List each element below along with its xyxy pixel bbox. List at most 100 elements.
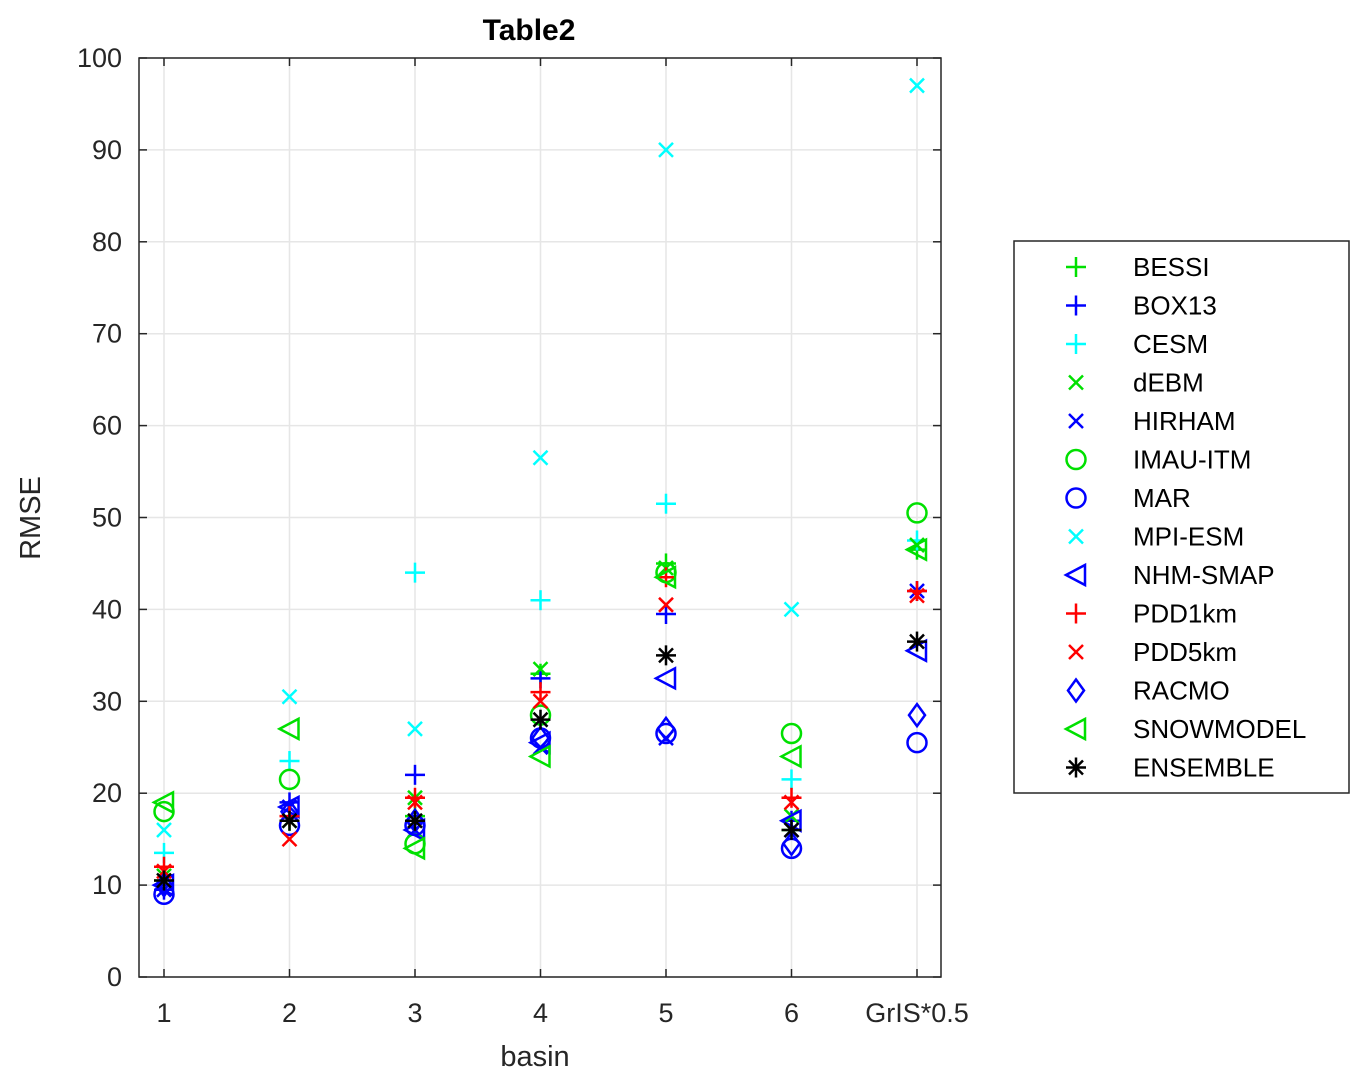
legend-label: IMAU-ITM	[1133, 445, 1251, 475]
legend-marker	[1068, 644, 1084, 660]
legend-marker	[1066, 603, 1086, 624]
data-point	[530, 724, 551, 752]
x-tick-label: 2	[282, 998, 297, 1028]
data-point	[783, 601, 800, 618]
data-point	[904, 537, 928, 562]
legend-marker	[1065, 448, 1087, 471]
y-tick-label: 50	[92, 503, 122, 533]
data-point	[656, 603, 676, 624]
legend-marker	[1068, 374, 1084, 391]
y-tick-label: 60	[92, 411, 122, 441]
data-point	[530, 682, 551, 703]
data-point	[655, 722, 677, 745]
x-tick-label: 5	[658, 998, 673, 1028]
legend-label: PDD1km	[1133, 599, 1237, 629]
data-point	[781, 819, 802, 840]
data-point	[405, 787, 425, 808]
data-point	[405, 764, 425, 785]
legend-box	[1013, 240, 1350, 794]
x-axis-label: basin	[500, 1041, 569, 1073]
legend-marker	[1066, 757, 1086, 778]
data-point	[658, 596, 674, 613]
data-point	[532, 661, 549, 678]
data-point	[778, 744, 802, 769]
y-tick-label: 40	[92, 594, 122, 624]
data-point	[151, 790, 175, 815]
data-point	[156, 822, 172, 838]
legend-label: SNOWMODEL	[1133, 714, 1306, 744]
legend-marker	[1063, 562, 1087, 588]
legend-label: BESSI	[1133, 252, 1210, 282]
data-point	[906, 731, 928, 754]
legend-marker	[1066, 677, 1086, 704]
x-tick-label: 1	[156, 998, 171, 1028]
data-point	[530, 590, 551, 611]
data-point	[658, 142, 674, 158]
data-point	[402, 836, 426, 861]
legend: BESSI BOX13 CESM dEBM HIRHAM IMAU-ITM MAR MPI-E…	[1013, 240, 1350, 794]
legend-label: RACMO	[1133, 676, 1230, 706]
y-tick-label: 0	[107, 962, 122, 992]
legend-marker	[1068, 413, 1084, 429]
x-tick-label: GrIS*0.5	[865, 998, 969, 1028]
data-point	[781, 769, 802, 790]
legend-marker	[1066, 334, 1086, 354]
data-point	[279, 810, 300, 831]
data-point	[407, 720, 423, 737]
data-point	[656, 645, 676, 666]
plot-area: 0 10 20 30 40 50 60 70 80 90 100 1 2 3 4 5 6 GrIS*0.5	[77, 43, 969, 1028]
legend-marker	[1068, 528, 1084, 545]
data-point	[656, 493, 676, 514]
data-point	[656, 715, 676, 742]
data-point	[407, 794, 423, 811]
legend-marker	[1063, 716, 1087, 742]
data-point	[279, 751, 300, 772]
data-point	[532, 693, 549, 710]
chart-title: Table2	[483, 14, 576, 47]
legend-marker	[1066, 295, 1086, 316]
data-point	[909, 587, 925, 604]
y-tick-label: 70	[92, 319, 122, 349]
data-point	[278, 768, 301, 791]
data-point	[276, 716, 300, 741]
data-point	[653, 666, 677, 691]
y-tick-label: 80	[92, 227, 122, 257]
data-point	[909, 77, 925, 94]
data-point	[907, 581, 927, 602]
data-point	[154, 870, 174, 891]
data-point	[530, 709, 551, 730]
data-point	[532, 449, 549, 466]
x-tick-label: 4	[533, 998, 548, 1028]
y-tick-label: 30	[92, 686, 122, 716]
data-point	[405, 810, 425, 831]
legend-label: CESM	[1133, 329, 1208, 359]
y-axis-label: RMSE	[15, 476, 47, 560]
data-point	[527, 744, 551, 769]
legend-label: MPI-ESM	[1133, 522, 1244, 552]
data-point	[281, 831, 298, 848]
data-point	[907, 701, 927, 729]
legend-label: BOX13	[1133, 291, 1217, 321]
legend-label: MAR	[1133, 483, 1191, 513]
legend-label: ENSEMBLE	[1133, 753, 1275, 783]
data-point	[653, 565, 677, 590]
y-tick-label: 90	[92, 135, 122, 165]
data-point	[906, 502, 928, 524]
data-point	[281, 688, 298, 705]
x-tick-label: 3	[407, 998, 422, 1028]
legend-label: NHM-SMAP	[1133, 560, 1275, 590]
legend-label: PDD5km	[1133, 637, 1237, 667]
data-markers	[151, 77, 928, 906]
data-point	[783, 794, 800, 811]
data-point	[781, 787, 802, 808]
y-tick-label: 20	[92, 778, 122, 808]
y-tick-label: 10	[92, 870, 122, 900]
data-point	[780, 722, 803, 745]
legend-label: dEBM	[1133, 368, 1204, 398]
legend-label: HIRHAM	[1133, 406, 1236, 436]
legend-marker	[1065, 487, 1087, 509]
axis-ticks: 0 10 20 30 40 50 60 70 80 90 100 1 2 3 4 5 6 GrIS*0.5	[77, 43, 969, 1028]
data-point	[781, 830, 802, 857]
data-point	[405, 562, 425, 583]
